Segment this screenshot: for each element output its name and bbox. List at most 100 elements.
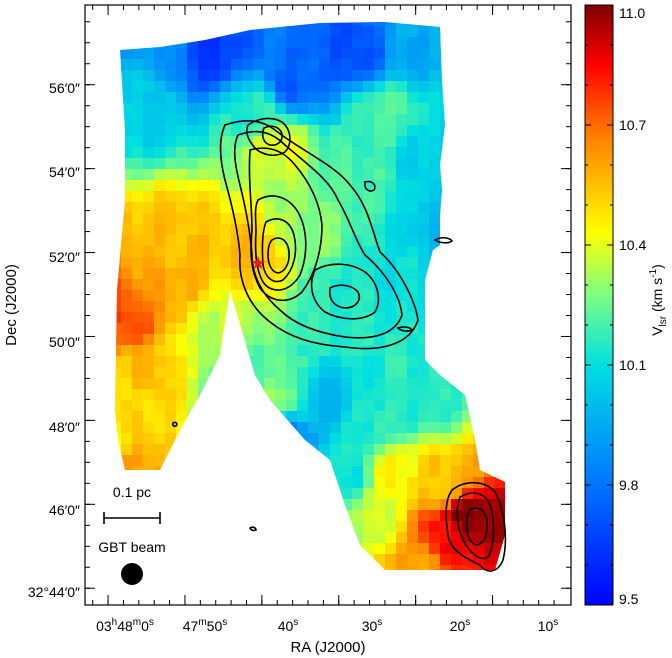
velocity-pixel [286, 125, 298, 137]
velocity-pixel [341, 279, 353, 291]
velocity-pixel [418, 290, 430, 302]
velocity-pixel [495, 246, 505, 258]
velocity-pixel [198, 301, 210, 313]
velocity-pixel [473, 543, 485, 555]
velocity-pixel [462, 444, 474, 456]
velocity-pixel [154, 334, 166, 346]
velocity-pixel [385, 477, 397, 489]
velocity-pixel [115, 345, 122, 357]
velocity-pixel [176, 455, 188, 467]
contour-cap [246, 117, 291, 157]
velocity-pixel [319, 345, 331, 357]
velocity-pixel [253, 356, 265, 368]
velocity-pixel [220, 367, 232, 379]
velocity-pixel [264, 70, 276, 82]
velocity-pixel [451, 191, 463, 203]
velocity-pixel [330, 136, 342, 148]
velocity-pixel [187, 136, 199, 148]
velocity-pixel [330, 235, 342, 247]
velocity-pixel [341, 433, 353, 445]
velocity-pixel [231, 499, 243, 511]
velocity-pixel [308, 554, 320, 566]
velocity-pixel [253, 224, 265, 236]
velocity-pixel [440, 26, 452, 38]
velocity-pixel [440, 466, 452, 478]
velocity-pixel [253, 433, 265, 445]
velocity-pixel [132, 26, 144, 38]
velocity-pixel [198, 180, 210, 192]
velocity-pixel [253, 554, 265, 566]
velocity-pixel [495, 114, 505, 126]
velocity-pixel [440, 169, 452, 181]
velocity-pixel [396, 48, 408, 60]
contour-north-5 [261, 218, 297, 283]
velocity-pixel [363, 103, 375, 115]
velocity-pixel [363, 323, 375, 335]
velocity-pixel [418, 378, 430, 390]
velocity-pixel [297, 59, 309, 71]
velocity-pixel [308, 158, 320, 170]
velocity-pixel [407, 136, 419, 148]
velocity-pixel [440, 224, 452, 236]
velocity-pixel [220, 147, 232, 159]
velocity-pixel [407, 411, 419, 423]
velocity-pixel [462, 554, 474, 566]
velocity-pixel [462, 235, 474, 247]
velocity-pixel [473, 103, 485, 115]
velocity-pixel [275, 411, 287, 423]
velocity-pixel [115, 235, 122, 247]
velocity-pixel [418, 48, 430, 60]
velocity-pixel [231, 147, 243, 159]
velocity-pixel [115, 202, 122, 214]
velocity-pixel [341, 48, 353, 60]
velocity-pixel [341, 191, 353, 203]
velocity-pixel [264, 169, 276, 181]
velocity-pixel [209, 48, 221, 60]
contour-north-3 [248, 147, 323, 301]
velocity-pixel [198, 268, 210, 280]
velocity-pixel [319, 268, 331, 280]
velocity-pixel [198, 92, 210, 104]
velocity-pixel [286, 565, 298, 570]
velocity-pixel [264, 268, 276, 280]
velocity-pixel [319, 37, 331, 49]
axis-ticks [85, 5, 571, 605]
velocity-pixel [363, 444, 375, 456]
velocity-pixel [121, 92, 133, 104]
velocity-pixel [440, 235, 452, 247]
beam-marker [121, 563, 143, 585]
velocity-pixel [297, 268, 309, 280]
velocity-pixel [363, 279, 375, 291]
velocity-pixel [253, 22, 265, 27]
velocity-pixel [132, 323, 144, 335]
velocity-pixel [253, 235, 265, 247]
velocity-pixel [154, 37, 166, 49]
velocity-pixel [473, 378, 485, 390]
velocity-pixel [440, 576, 452, 588]
velocity-pixel [495, 213, 505, 225]
velocity-pixel [209, 444, 221, 456]
velocity-pixel [165, 235, 177, 247]
velocity-pixel [198, 422, 210, 434]
velocity-pixel [209, 136, 221, 148]
velocity-pixel [352, 444, 364, 456]
velocity-pixel [484, 510, 496, 522]
velocity-pixel [143, 59, 155, 71]
velocity-pixel [462, 576, 474, 588]
velocity-pixel [275, 345, 287, 357]
velocity-pixel [330, 312, 342, 324]
velocity-pixel [451, 290, 463, 302]
velocity-pixel [165, 323, 177, 335]
velocity-pixel [121, 180, 133, 192]
velocity-pixel [319, 323, 331, 335]
velocity-pixel [330, 378, 342, 390]
velocity-pixel [440, 455, 452, 467]
velocity-pixel [187, 323, 199, 335]
velocity-pixel [330, 543, 342, 555]
velocity-pixel [473, 158, 485, 170]
velocity-pixel [154, 246, 166, 258]
velocity-pixel [330, 26, 342, 38]
velocity-pixel [115, 433, 122, 445]
velocity-pixel [385, 92, 397, 104]
velocity-pixel [308, 92, 320, 104]
